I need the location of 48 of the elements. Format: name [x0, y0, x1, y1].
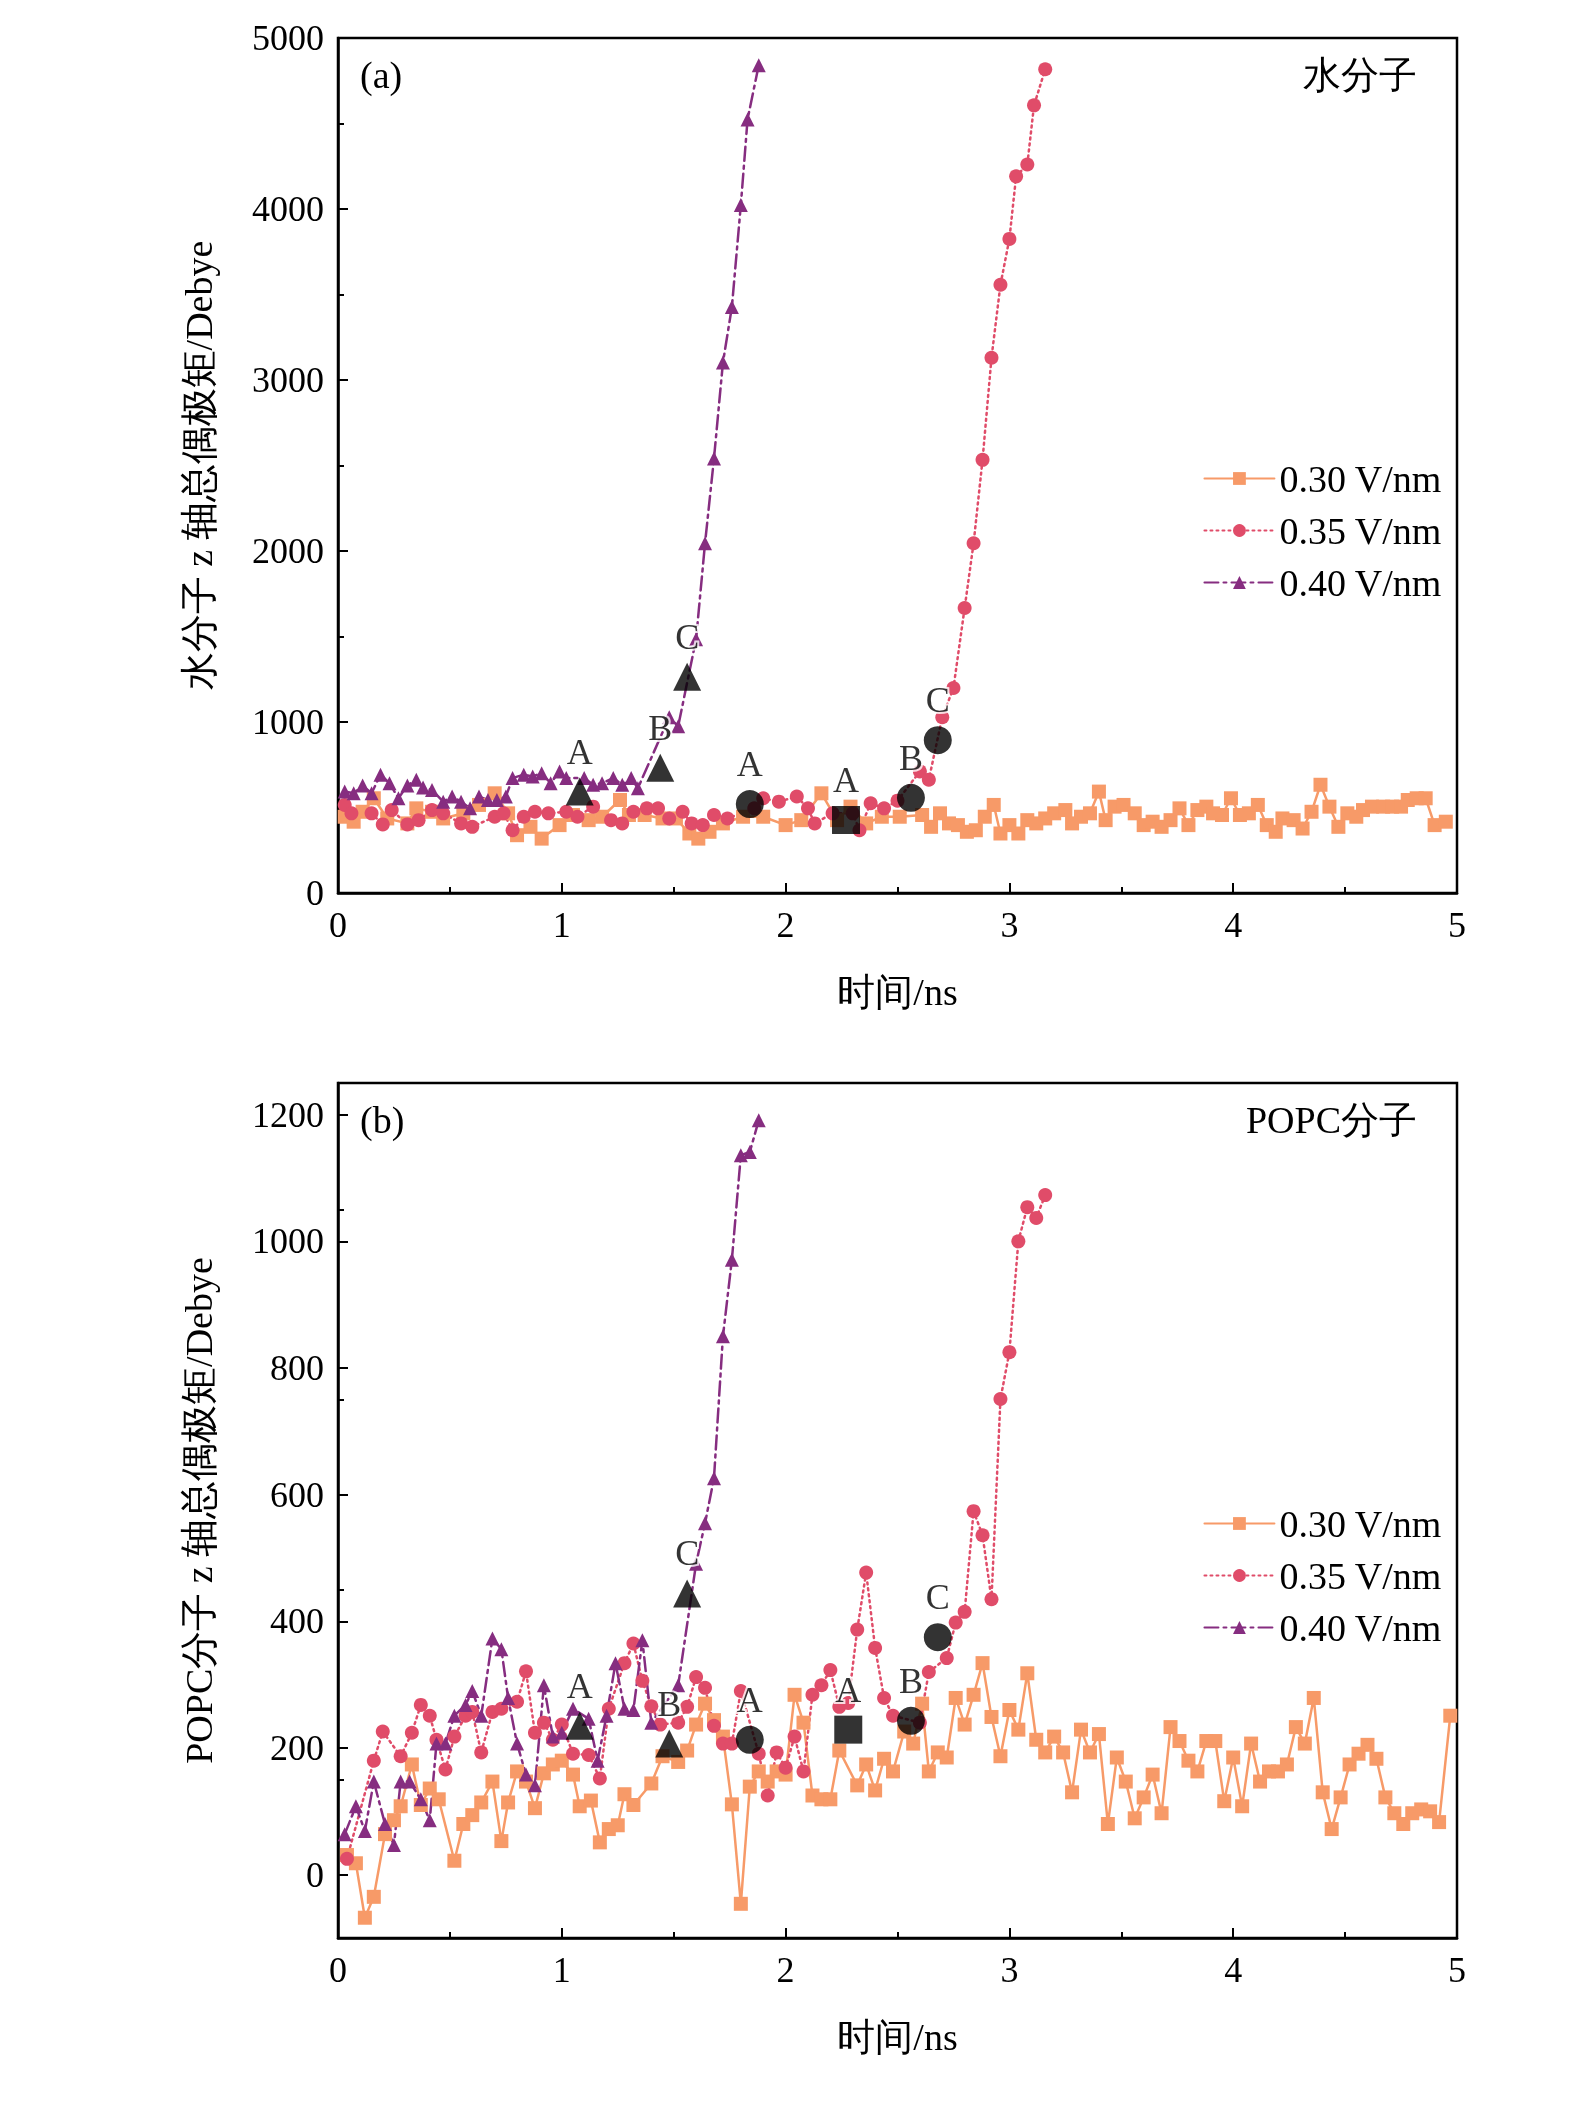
x-tick-label: 2 [776, 905, 795, 945]
data-label: A [566, 1665, 593, 1706]
y-tick-label: 200 [270, 1728, 324, 1768]
x-tick-label: 4 [1224, 905, 1243, 945]
legend-label: 0.30 V/nm [1279, 457, 1442, 500]
data-label: C [925, 1577, 950, 1618]
x-tick-label: 3 [1000, 1950, 1019, 1990]
data-label: C [675, 1533, 700, 1574]
x-tick-label: 1 [552, 1950, 571, 1990]
data-label: B [898, 1660, 923, 1701]
y-axis-title: POPC分子 z 轴总偶极矩/Debye [178, 1257, 220, 1764]
data-label: A [736, 744, 763, 785]
data-label: A [833, 759, 860, 800]
data-label: B [898, 737, 923, 778]
y-tick-label: 400 [270, 1601, 324, 1642]
data-label: C [925, 680, 950, 721]
x-tick-label: 5 [1448, 905, 1466, 945]
legend-label: 0.30 V/nm [1279, 1502, 1442, 1545]
y-tick-label: 4000 [252, 189, 324, 229]
data-label: B [648, 707, 673, 748]
legend-label: 0.40 V/nm [1279, 561, 1442, 604]
x-tick-label: 4 [1224, 1950, 1243, 1990]
x-tick-label: 5 [1448, 1950, 1466, 1990]
legend-label: 0.35 V/nm [1279, 509, 1442, 552]
annotation: (b) [360, 1099, 405, 1142]
x-tick-label: 2 [776, 1950, 795, 1990]
x-tick-label: 3 [1000, 905, 1019, 945]
y-tick-label: 3000 [252, 360, 324, 400]
annotation: 水分子 [1303, 54, 1417, 96]
annotation: POPC分子 [1245, 1099, 1418, 1141]
y-tick-label: 2000 [252, 531, 324, 571]
x-tick-label: 1 [552, 905, 571, 945]
data-label: A [566, 731, 593, 772]
y-tick-label: 600 [270, 1474, 324, 1515]
y-axis-title: 水分子 z 轴总偶极矩/Debye [178, 240, 220, 691]
y-tick-label: 0 [306, 873, 324, 913]
y-tick-label: 800 [270, 1348, 324, 1388]
annotation: (a) [360, 54, 403, 97]
y-tick-label: 1000 [252, 1221, 324, 1262]
y-tick-label: 5000 [252, 18, 324, 58]
y-tick-label: 0 [306, 1854, 324, 1895]
y-tick-label: 1200 [252, 1094, 324, 1135]
x-axis-title: 时间/ns [837, 2016, 958, 2058]
legend-label: 0.40 V/nm [1279, 1606, 1442, 1649]
data-label: B [657, 1683, 682, 1724]
legend-label: 0.35 V/nm [1279, 1554, 1442, 1597]
x-axis-title: 时间/ns [837, 971, 958, 1013]
y-tick-label: 1000 [252, 702, 324, 742]
